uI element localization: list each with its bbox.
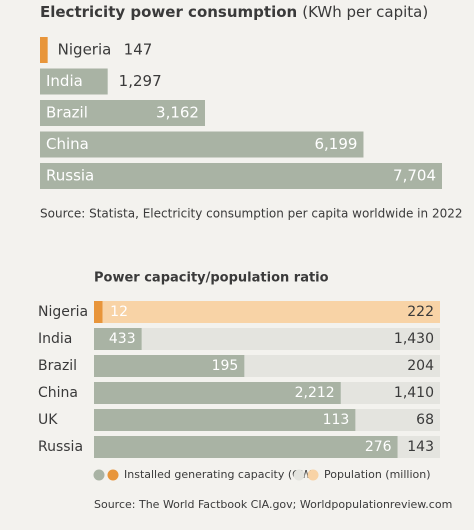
value-label: 2,212 <box>295 385 335 401</box>
legend-swatch <box>107 469 119 481</box>
value-label: 12 <box>110 304 128 320</box>
bar <box>94 382 341 404</box>
category-label: China <box>38 385 78 401</box>
value-label: 195 <box>212 358 239 374</box>
bar <box>94 328 142 350</box>
legend-swatch <box>93 469 105 481</box>
category-label: Brazil <box>46 104 88 122</box>
bar <box>40 37 48 63</box>
category-label: India <box>46 72 83 90</box>
value-label: 204 <box>407 358 434 374</box>
value-label: 222 <box>407 304 434 320</box>
value-label: 143 <box>407 439 434 455</box>
category-label: UK <box>38 412 58 428</box>
category-label: India <box>38 331 72 347</box>
value-label: 68 <box>416 412 434 428</box>
legend-swatch <box>307 469 319 481</box>
category-label: Nigeria <box>58 41 112 59</box>
unit: (KWh per capita) <box>302 3 428 21</box>
bar <box>94 409 356 431</box>
source: Source: The World Factbook CIA.gov; Worl… <box>94 498 452 511</box>
chart-title: Power capacity/population ratio <box>94 271 329 286</box>
title: Electricity power consumption <box>40 3 297 21</box>
category-label: Brazil <box>38 358 77 374</box>
bar <box>40 131 364 158</box>
category-label: China <box>46 135 89 153</box>
value-label: 1,430 <box>394 331 434 347</box>
legend-label: Population (million) <box>324 468 431 481</box>
value-label: 147 <box>124 41 153 59</box>
bar <box>94 301 103 323</box>
value-label: 113 <box>323 412 350 428</box>
category-label: Nigeria <box>38 304 88 320</box>
value-label: 1,297 <box>119 72 162 90</box>
value-label: 3,162 <box>156 104 199 122</box>
source: Source: Statista, Electricity consumptio… <box>40 207 462 221</box>
bar <box>94 355 245 377</box>
value-label: 7,704 <box>393 167 436 185</box>
value-label: 1,410 <box>394 385 434 401</box>
value-label: 433 <box>109 331 136 347</box>
bar <box>40 100 205 126</box>
bar <box>94 301 440 323</box>
bar <box>94 328 440 350</box>
bar <box>40 163 442 189</box>
chart-title: Electricity power consumption (KWh per ca… <box>40 3 428 21</box>
value-label: 276 <box>365 439 392 455</box>
legend-swatch <box>293 469 305 481</box>
bar <box>94 436 398 458</box>
bar <box>40 68 108 95</box>
category-label: Russia <box>46 167 94 185</box>
category-label: Russia <box>38 439 83 455</box>
legend-label: Installed generating capacity (GW) <box>124 468 316 481</box>
value-label: 6,199 <box>315 135 358 153</box>
